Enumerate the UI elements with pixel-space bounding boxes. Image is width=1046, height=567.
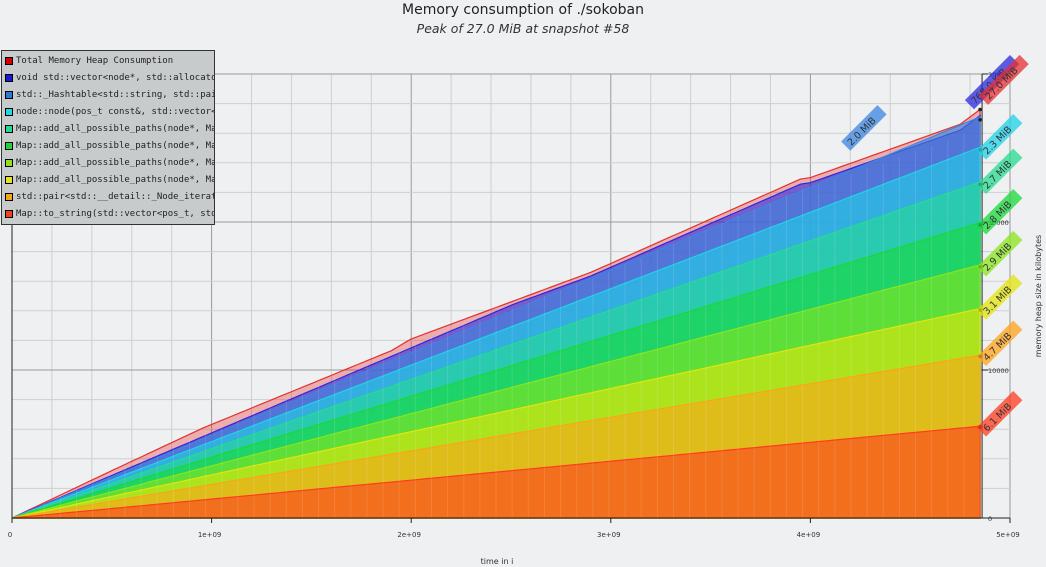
- legend-item: Map::add_all_possible_paths(node*, Ma...: [2, 137, 214, 154]
- series-label-bg: [976, 274, 1023, 320]
- legend-label: Map::add_all_possible_paths(node*, Ma...: [16, 140, 214, 151]
- series-areas: [11, 108, 981, 519]
- legend-item: Map::add_all_possible_paths(node*, Ma...: [2, 154, 214, 171]
- legend-label: Total Memory Heap Consumption: [16, 55, 174, 66]
- series-label-bg: [976, 320, 1023, 367]
- chart-subtitle: Peak of 27.0 MiB at snapshot #58: [416, 21, 630, 36]
- legend-swatch: [5, 107, 13, 116]
- legend-swatch: [5, 73, 13, 82]
- legend-item: Map::add_all_possible_paths(node*, Ma...: [2, 120, 214, 137]
- legend-label: std::pair<std::__detail::_Node_iterat...: [16, 191, 214, 202]
- series-label-bg: [976, 114, 1023, 160]
- series-label: 4.7 MiB: [976, 320, 1023, 367]
- legend-item: Map::to_string(std::vector<pos_t, std...: [2, 205, 214, 222]
- series-label: 2.8 MiB: [976, 188, 1023, 235]
- x-tick-label: 5e+09: [996, 531, 1020, 539]
- series-label-text: 2.8 MiB: [981, 199, 1014, 232]
- legend-item: void std::vector<node*, std::allocato...: [2, 69, 214, 86]
- legend-swatch: [5, 90, 13, 99]
- chart-title: Memory consumption of ./sokoban: [402, 2, 644, 18]
- legend-label: node::node(pos_t const&, std::vector<...: [16, 106, 214, 117]
- y-tick-label: 10000: [988, 367, 1009, 375]
- series-label-text: 3.1 MiB: [981, 284, 1014, 317]
- legend-item: Map::add_all_possible_paths(node*, Ma...: [2, 171, 214, 188]
- series-label: 2.0 MiB: [841, 105, 887, 151]
- legend-label: std::_Hashtable<std::string, std::pai...: [16, 89, 214, 100]
- legend-item: std::pair<std::__detail::_Node_iterat...: [2, 188, 214, 205]
- legend-swatch: [5, 56, 13, 65]
- legend-swatch: [5, 141, 13, 150]
- series-label-bg: [964, 54, 1020, 110]
- x-axis-label: time in i: [481, 557, 514, 566]
- series-end-marker: [978, 118, 982, 122]
- legend-label: Map::to_string(std::vector<pos_t, std...: [16, 208, 214, 219]
- legend-label: Map::add_all_possible_paths(node*, Ma...: [16, 157, 214, 168]
- series-label-bg: [976, 230, 1023, 277]
- series-label: 6.1 MiB: [976, 391, 1023, 437]
- series-label: 768.0 KiB: [964, 54, 1020, 110]
- legend-item: Total Memory Heap Consumption: [2, 52, 214, 69]
- y-tick-label: 0: [988, 515, 992, 523]
- legend-item: std::_Hashtable<std::string, std::pai...: [2, 86, 214, 103]
- legend-swatch: [5, 209, 13, 218]
- series-label-text: 4.7 MiB: [981, 331, 1014, 364]
- legend-label: Map::add_all_possible_paths(node*, Ma...: [16, 123, 214, 134]
- x-tick-label: 0: [8, 531, 12, 539]
- legend-swatch: [5, 158, 13, 167]
- x-tick-label: 1e+09: [198, 531, 222, 539]
- series-label-bg: [976, 391, 1023, 437]
- series-label-bg: [976, 188, 1023, 235]
- x-tick-label: 3e+09: [597, 531, 621, 539]
- series-label-bg: [978, 54, 1029, 105]
- x-tick-label: 4e+09: [797, 531, 821, 539]
- series-label-text: 2.9 MiB: [981, 241, 1014, 274]
- series-area: [11, 425, 981, 519]
- series-label: 2.9 MiB: [976, 230, 1023, 277]
- legend-label: void std::vector<node*, std::allocato...: [16, 72, 214, 83]
- series-end-marker: [978, 107, 982, 112]
- legend-item: node::node(pos_t const&, std::vector<...: [2, 103, 214, 120]
- x-tick-label: 2e+09: [397, 531, 421, 539]
- legend-swatch: [5, 192, 13, 201]
- y-axis-label: memory heap size in kilobytes: [1034, 235, 1043, 357]
- series-label-text: 2.3 MiB: [981, 124, 1014, 157]
- series-label-bg: [841, 105, 887, 151]
- series-label-text: 2.7 MiB: [981, 159, 1014, 192]
- y-tick-label: 20000: [988, 219, 1009, 227]
- legend-swatch: [5, 124, 13, 133]
- legend-label: Map::add_all_possible_paths(node*, Ma...: [16, 174, 214, 185]
- series-label-bg: [976, 148, 1023, 195]
- legend-swatch: [5, 175, 13, 184]
